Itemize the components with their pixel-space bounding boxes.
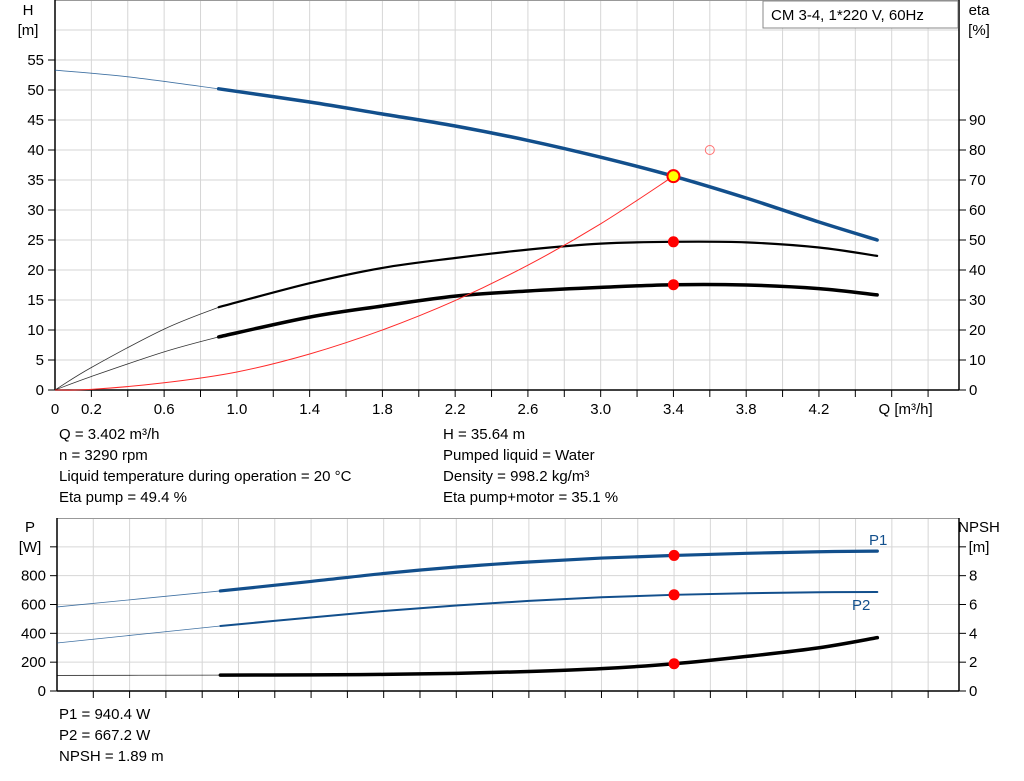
left-tick-label: 5 <box>36 352 44 369</box>
left-tick-label: 35 <box>27 172 44 189</box>
left-tick-label: 600 <box>21 597 46 614</box>
right-tick-label: 50 <box>969 232 986 249</box>
info-head: H = 35.64 m <box>443 426 526 443</box>
right-tick-label: 4 <box>969 625 977 642</box>
series-eta_pump-extrapolated <box>54 306 219 391</box>
series-eta_pump <box>217 240 879 309</box>
x-tick-label: 2.6 <box>517 401 538 418</box>
right-axis-title: eta <box>969 2 991 19</box>
operating-point-marker <box>668 549 680 561</box>
left-tick-label: 50 <box>27 82 44 99</box>
info-top-right: H = 35.64 m Pumped liquid = Water Densit… <box>443 424 618 508</box>
left-axis-unit: [m] <box>18 22 39 39</box>
info-bottom: P1 = 940.4 W P2 = 667.2 W NPSH = 1.89 m <box>59 704 164 767</box>
left-tick-label: 55 <box>27 52 44 69</box>
info-speed: n = 3290 rpm <box>59 447 148 464</box>
left-tick-label: 10 <box>27 322 44 339</box>
info-npsh: NPSH = 1.89 m <box>59 748 164 765</box>
left-tick-label: 25 <box>27 232 44 249</box>
series-P1 <box>218 549 879 593</box>
left-axis-title: P <box>25 519 35 536</box>
right-tick-label: 8 <box>969 568 977 585</box>
right-tick-label: 20 <box>969 322 986 339</box>
left-tick-label: 40 <box>27 142 44 159</box>
x-tick-label: 2.2 <box>445 401 466 418</box>
info-flow: Q = 3.402 m³/h <box>59 426 160 443</box>
power-npsh-chart: 0 200 400 600 800 0 2 4 6 8 P [W] NPSH [m] <box>19 518 1000 700</box>
series-NPSH <box>218 635 880 677</box>
right-tick-label: 40 <box>969 262 986 279</box>
left-tick-label: 30 <box>27 202 44 219</box>
p1-curve-label: P1 <box>869 532 887 549</box>
series-eta_pump_motor-extrapolated <box>54 336 219 391</box>
x-tick-label: 0.6 <box>154 401 175 418</box>
right-axis-unit: [%] <box>968 22 990 39</box>
left-tick-label: 400 <box>21 625 46 642</box>
head-efficiency-chart: 0 5 10 15 20 25 30 35 40 45 50 55 0 10 20 30 40 50 60 70 80 9… <box>18 0 991 418</box>
operating-point-marker <box>667 279 679 291</box>
right-axis-unit: [m] <box>969 539 990 556</box>
left-tick-label: 800 <box>21 568 46 585</box>
x-tick-label: 1.4 <box>299 401 320 418</box>
left-tick-label: 45 <box>27 112 44 129</box>
right-tick-label: 6 <box>969 597 977 614</box>
right-tick-label: 90 <box>969 112 986 129</box>
left-tick-label: 0 <box>36 382 44 399</box>
series-system <box>54 175 674 391</box>
right-tick-label: 0 <box>969 382 977 399</box>
series-P2-extrapolated <box>56 625 221 644</box>
x-tick-label: 0 <box>51 401 59 418</box>
operating-point-marker <box>667 236 679 248</box>
info-density: Density = 998.2 kg/m³ <box>443 468 590 485</box>
p2-curve-label: P2 <box>852 597 870 614</box>
series-eta_pump_motor <box>216 282 879 339</box>
right-tick-label: 70 <box>969 172 986 189</box>
operating-point-marker <box>668 658 680 670</box>
right-tick-label: 80 <box>969 142 986 159</box>
right-tick-label: 2 <box>969 654 977 671</box>
x-tick-label: 4.2 <box>809 401 830 418</box>
left-axis-title: H <box>23 2 34 19</box>
x-tick-label: 3.4 <box>663 401 684 418</box>
legend-box-text: CM 3-4, 1*220 V, 60Hz <box>771 7 924 24</box>
x-tick-label: 1.8 <box>372 401 393 418</box>
info-pumped-liquid: Pumped liquid = Water <box>443 447 595 464</box>
right-tick-label: 10 <box>969 352 986 369</box>
max-point-marker <box>704 145 715 155</box>
x-tick-label: 1.0 <box>226 401 247 418</box>
right-axis-title: NPSH <box>958 519 1000 536</box>
right-tick-label: 30 <box>969 292 986 309</box>
info-p1: P1 = 940.4 W <box>59 706 151 723</box>
x-axis-title: Q [m³/h] <box>879 401 933 418</box>
info-eta-pump: Eta pump = 49.4 % <box>59 489 187 506</box>
legend-box: CM 3-4, 1*220 V, 60Hz <box>762 0 959 29</box>
info-top-left: Q = 3.402 m³/h n = 3290 rpm Liquid tempe… <box>59 424 351 508</box>
left-tick-label: 0 <box>38 683 46 700</box>
left-tick-label: 200 <box>21 654 46 671</box>
info-p2: P2 = 667.2 W <box>59 727 151 744</box>
left-axis-unit: [W] <box>19 539 42 556</box>
info-liquid-temperature: Liquid temperature during operation = 20… <box>59 468 352 485</box>
info-eta-pump-motor: Eta pump+motor = 35.1 % <box>443 489 619 506</box>
right-tick-label: 60 <box>969 202 986 219</box>
duty-point-marker <box>666 169 681 184</box>
series-head <box>216 87 879 242</box>
series-P1-extrapolated <box>56 590 221 608</box>
x-tick-label: 3.8 <box>736 401 757 418</box>
left-tick-label: 15 <box>27 292 44 309</box>
x-tick-label: 0.2 <box>81 401 102 418</box>
left-tick-label: 20 <box>27 262 44 279</box>
right-tick-label: 0 <box>969 683 977 700</box>
series-head-extrapolated <box>54 69 219 90</box>
series-P2 <box>219 590 879 627</box>
operating-point-marker <box>668 589 680 601</box>
x-tick-label: 3.0 <box>590 401 611 418</box>
